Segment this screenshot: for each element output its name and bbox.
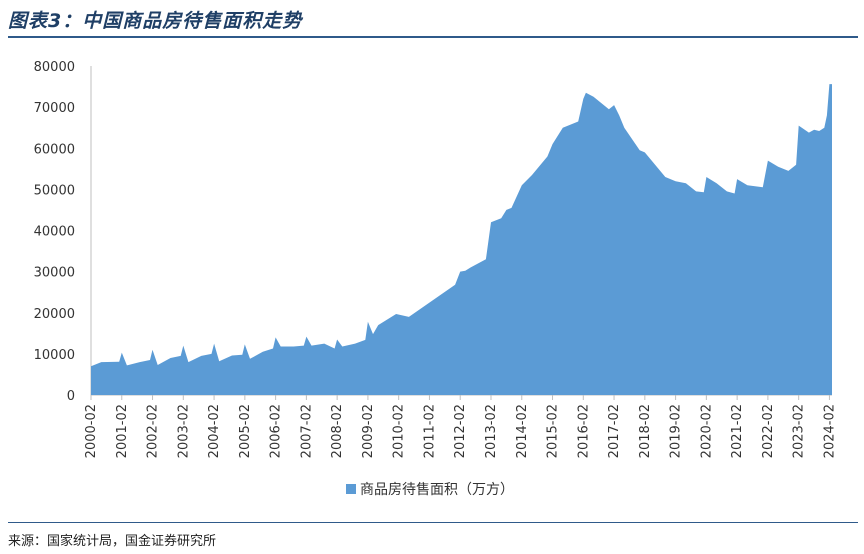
x-tick-label: 2001-02	[115, 404, 130, 458]
x-tick-label: 2006-02	[269, 404, 284, 458]
chart-title: 图表3：中国商品房待售面积走势	[8, 10, 303, 32]
x-tick-label: 2021-02	[730, 404, 745, 458]
x-tick-label: 2023-02	[792, 404, 807, 458]
x-tick-label: 2005-02	[238, 404, 253, 458]
x-axis: 2000-02 2001-02 2002-02 2003-02 2004-02 2005-…	[84, 394, 837, 458]
x-tick-label: 2004-02	[207, 404, 222, 458]
y-tick-label: 60000	[34, 142, 75, 157]
x-tick-label: 2020-02	[699, 404, 714, 458]
x-tick-label: 2012-02	[453, 404, 468, 458]
legend-label: 商品房待售面积（万方）	[360, 482, 514, 498]
title-rule	[8, 36, 858, 38]
footer-rule	[8, 522, 858, 523]
source-note: 来源：国家统计局，国金证券研究所	[8, 534, 217, 549]
x-tick-label: 2000-02	[84, 404, 99, 458]
y-tick-label: 0	[67, 389, 75, 404]
legend: 商品房待售面积（万方）	[346, 482, 514, 498]
y-axis: 0 10000 20000 30000 40000 50000 60000 70000 8000…	[34, 60, 92, 404]
y-tick-label: 50000	[34, 183, 75, 198]
x-tick-label: 2018-02	[638, 404, 653, 458]
x-tick-label: 2003-02	[176, 404, 191, 458]
y-tick-label: 20000	[34, 307, 75, 322]
x-tick-label: 2009-02	[361, 404, 376, 458]
x-tick-label: 2007-02	[299, 404, 314, 458]
y-tick-label: 30000	[34, 266, 75, 281]
y-tick-label: 40000	[34, 225, 75, 240]
x-tick-label: 2011-02	[422, 404, 437, 458]
x-tick-label: 2022-02	[761, 404, 776, 458]
x-tick-label: 2017-02	[607, 404, 622, 458]
x-tick-label: 2024-02	[822, 404, 837, 458]
x-tick-label: 2016-02	[576, 404, 591, 458]
x-tick-label: 2019-02	[669, 404, 684, 458]
series-area	[91, 84, 832, 395]
legend-swatch	[346, 484, 356, 494]
x-tick-label: 2015-02	[546, 404, 561, 458]
x-tick-label: 2010-02	[392, 404, 407, 458]
y-tick-label: 70000	[34, 101, 75, 116]
x-tick-label: 2014-02	[515, 404, 530, 458]
x-tick-label: 2008-02	[330, 404, 345, 458]
x-tick-label: 2013-02	[484, 404, 499, 458]
y-tick-label: 10000	[34, 348, 75, 363]
x-tick-label: 2002-02	[146, 404, 161, 458]
y-tick-label: 80000	[34, 60, 75, 75]
